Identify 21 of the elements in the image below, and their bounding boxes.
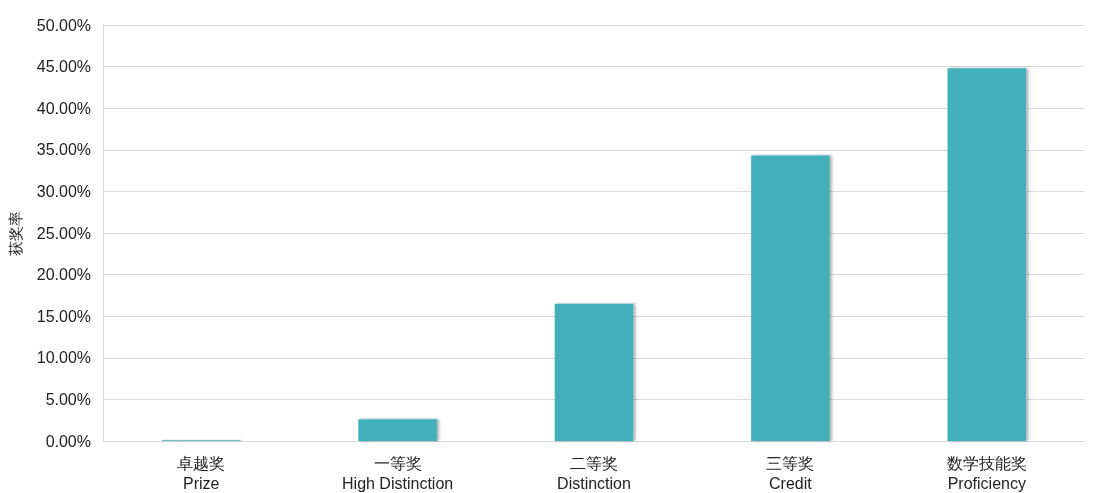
y-tick-label: 30.00% <box>36 182 91 200</box>
y-tick-label: 20.00% <box>36 266 91 284</box>
y-tick-label: 0.00% <box>45 432 91 450</box>
y-tick-label: 50.00% <box>36 16 91 34</box>
x-tick-label: 数学技能奖 Proficiency <box>946 454 1027 492</box>
y-tick-label: 45.00% <box>36 58 91 76</box>
bar <box>554 303 634 441</box>
x-tick-label: 二等奖 Distinction <box>557 454 631 492</box>
x-tick-label: 一等奖 High Distinction <box>342 454 454 492</box>
x-tick-label: 三等奖 Credit <box>766 454 815 492</box>
bar <box>358 419 437 441</box>
y-tick-label: 40.00% <box>36 99 91 117</box>
y-tick-label: 5.00% <box>45 390 91 408</box>
y-axis-title: 获奖率 <box>7 210 24 256</box>
y-tick-label: 35.00% <box>36 141 91 159</box>
y-tick-label: 25.00% <box>36 224 91 242</box>
y-tick-label: 15.00% <box>36 307 91 325</box>
bar <box>751 155 830 441</box>
x-tick-label: 卓越奖 Prize <box>177 454 226 492</box>
y-tick-label: 10.00% <box>36 349 91 367</box>
bar <box>947 68 1027 441</box>
